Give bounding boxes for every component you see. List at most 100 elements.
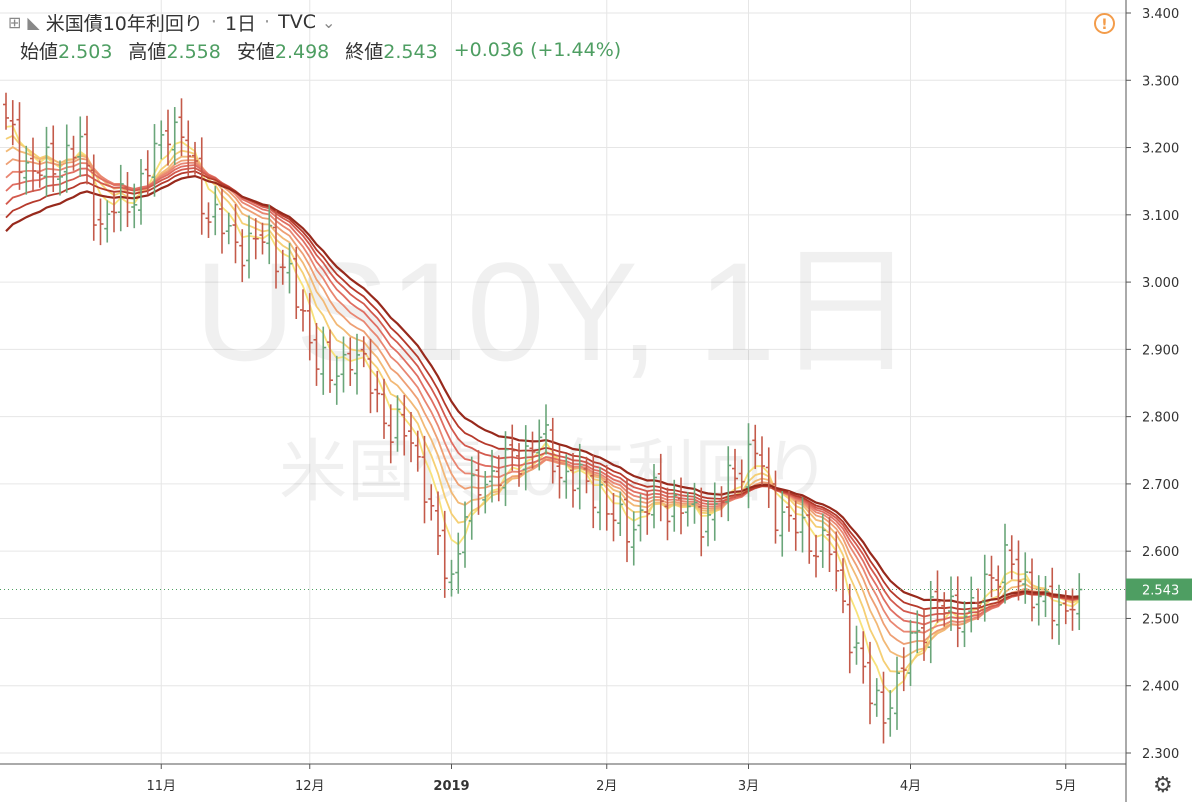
ohlc-bar — [948, 576, 954, 631]
x-tick-label: 4月 — [900, 779, 921, 794]
ohlc-bar — [1008, 535, 1015, 580]
ohlc-bar — [225, 212, 232, 245]
ohlc-bar — [738, 459, 745, 496]
ohlc-bar — [1035, 575, 1042, 626]
y-tick-label: 2.300 — [1142, 747, 1179, 762]
last-price-badge — [1126, 578, 1192, 601]
grid — [0, 0, 1126, 764]
ohlc-bar — [408, 411, 414, 463]
ohlc-bar — [934, 570, 941, 623]
x-tick-label: 2月 — [596, 779, 617, 794]
interval-label[interactable]: 1日 — [224, 12, 257, 35]
ohlc-bar — [43, 126, 50, 197]
flag-icon[interactable]: ◣ — [27, 12, 40, 32]
ohlc-bar — [867, 641, 873, 725]
ohlc-bar — [205, 202, 212, 238]
close-value: 2.543 — [383, 40, 438, 63]
ohlc-bar — [435, 491, 441, 556]
open-value: 2.503 — [58, 40, 113, 63]
ohlc-bar — [671, 479, 678, 532]
ohlc-bar — [117, 164, 124, 232]
ohlc-bar — [509, 424, 516, 471]
ohlc-bar — [239, 229, 246, 283]
ohlc-bar — [165, 109, 171, 166]
ohlc-bar — [630, 511, 637, 566]
ohlc-bar — [617, 491, 624, 537]
settings-gear-icon[interactable]: ⚙ — [1153, 773, 1173, 798]
ohlc-bar — [887, 690, 894, 737]
y-tick-label: 3.000 — [1142, 276, 1179, 291]
ema-line — [5, 157, 1080, 645]
ohlc-bar — [813, 534, 819, 578]
ohlc-bar — [583, 456, 590, 494]
ohlc-bar — [279, 249, 286, 285]
ohlc-bar — [367, 338, 374, 414]
ohlc-bar — [104, 200, 111, 243]
ohlc-bar — [340, 336, 347, 393]
ohlc-bar — [246, 215, 252, 279]
ohlc-bar — [603, 465, 610, 531]
ohlc-bar — [9, 100, 16, 146]
y-tick-label: 2.400 — [1142, 680, 1179, 695]
ohlc-bar — [252, 218, 259, 260]
x-tick-label: 5月 — [1055, 779, 1076, 794]
low-label: 安値 — [236, 40, 275, 63]
ohlc-bar — [313, 323, 320, 386]
y-tick-label: 3.200 — [1142, 142, 1179, 157]
ohlc-bar — [259, 222, 266, 255]
ohlc-bar — [961, 601, 968, 648]
ohlc-bar — [360, 336, 367, 368]
source-label[interactable]: TVC — [278, 11, 316, 33]
ohlc-bar — [921, 609, 927, 661]
ema-line — [5, 161, 1080, 634]
ohlc-bar — [286, 242, 293, 294]
low-value: 2.498 — [274, 40, 330, 63]
ohlc-bar — [77, 116, 84, 177]
ohlc-bar — [455, 532, 462, 594]
ohlc-bar — [84, 115, 90, 185]
ohlc-bar — [3, 92, 9, 130]
ohlc-bar — [968, 576, 975, 633]
ohlc-bar — [988, 555, 995, 598]
ohlc-bar — [198, 137, 205, 235]
ohlc-bar — [759, 436, 765, 485]
ohlc-bar — [853, 625, 860, 665]
ohlc-bar — [765, 447, 772, 508]
ohlc-bar — [711, 482, 718, 541]
ohlc-bar — [57, 160, 63, 196]
ema-line — [5, 125, 1080, 695]
ema-ribbon — [5, 125, 1080, 695]
ohlc-bar — [111, 191, 117, 233]
ohlc-bar — [1062, 590, 1069, 625]
ohlc-bar — [495, 455, 502, 502]
chevron-down-icon[interactable]: ⌄ — [321, 12, 336, 32]
ema-line — [5, 134, 1080, 673]
x-tick-label: 2019 — [433, 779, 469, 794]
ohlc-bar — [725, 446, 732, 522]
expand-icon[interactable]: ⊞ — [8, 12, 22, 32]
ohlc-bar — [610, 493, 617, 542]
ohlc-bar — [300, 289, 306, 332]
ohlc-bar — [684, 492, 691, 527]
x-tick-label: 11月 — [146, 779, 176, 794]
ohlc-bar — [151, 124, 158, 197]
high-value: 2.558 — [166, 40, 221, 63]
y-tick-label: 3.100 — [1142, 209, 1179, 224]
ohlc-bar — [124, 172, 131, 228]
ohlc-bar — [597, 466, 603, 531]
ohlc-bar — [468, 456, 475, 540]
ohlc-bar — [894, 656, 900, 730]
ohlc-bar — [462, 501, 468, 568]
chart-header: ⊞ ◣ 米国債10年利回り · 1日 · TVC ⌄ 始値2.503 高値2.5… — [8, 8, 621, 64]
open-label: 始値 — [20, 40, 59, 63]
ohlc-bar — [306, 293, 313, 361]
ohlc-bar — [840, 558, 846, 614]
warning-icon[interactable]: ! — [1094, 13, 1115, 34]
ohlc-bar — [880, 671, 887, 744]
ohlc-bar — [421, 435, 428, 524]
ohlc-bar — [900, 647, 907, 692]
ohlc-bar — [907, 619, 914, 687]
ohlc-bar — [394, 395, 401, 452]
